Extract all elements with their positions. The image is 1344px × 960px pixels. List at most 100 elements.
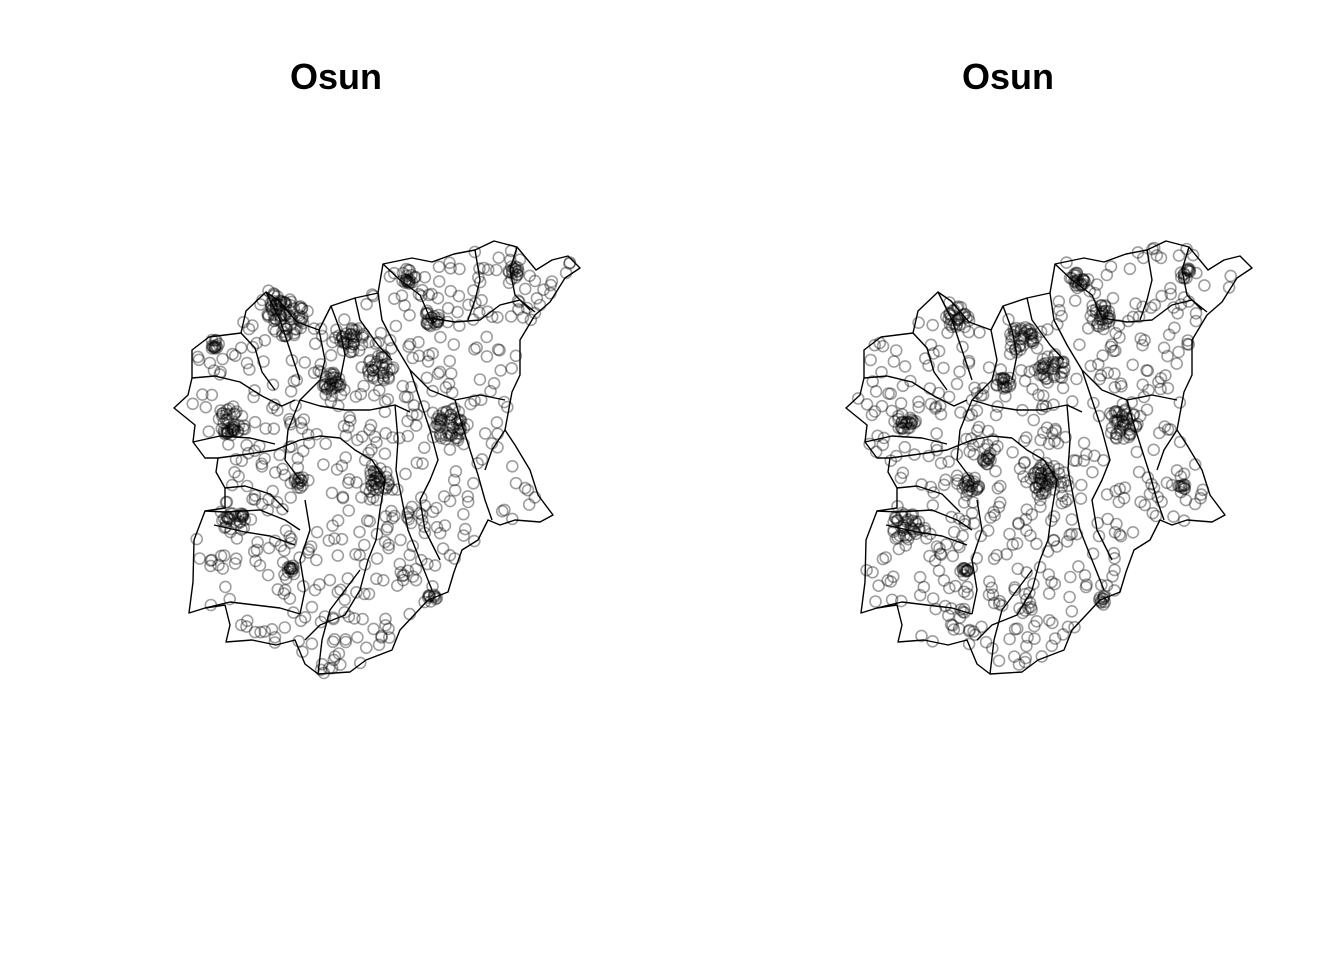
survey-point — [327, 366, 340, 380]
survey-point — [296, 579, 310, 593]
survey-point — [376, 573, 390, 587]
survey-point — [207, 364, 221, 377]
survey-point — [930, 427, 943, 440]
survey-point — [340, 327, 353, 340]
survey-point — [1097, 453, 1110, 467]
survey-point — [885, 404, 899, 418]
survey-point — [242, 322, 256, 336]
survey-point — [343, 345, 357, 359]
survey-point — [382, 372, 396, 385]
survey-point — [228, 465, 241, 479]
survey-point — [887, 570, 900, 584]
survey-point — [283, 561, 297, 575]
survey-point — [1120, 411, 1133, 425]
survey-point — [262, 492, 275, 506]
survey-point — [355, 338, 369, 352]
survey-point — [1180, 271, 1193, 285]
survey-point — [389, 319, 403, 333]
survey-point — [220, 426, 234, 440]
survey-point — [923, 527, 937, 541]
survey-point — [334, 388, 348, 402]
survey-point — [917, 580, 931, 594]
survey-point — [957, 602, 971, 616]
survey-point — [400, 273, 413, 286]
survey-point — [470, 341, 483, 355]
lga-boundary — [354, 297, 393, 361]
survey-point — [346, 344, 360, 358]
survey-point — [225, 428, 238, 442]
survey-point — [301, 473, 315, 487]
survey-point — [409, 270, 422, 284]
survey-point — [1094, 595, 1108, 608]
survey-point — [1141, 364, 1155, 378]
survey-point — [297, 413, 311, 426]
survey-point — [1101, 312, 1115, 325]
survey-point — [365, 360, 378, 374]
survey-point — [1126, 525, 1140, 539]
survey-point — [240, 620, 253, 633]
survey-point — [905, 508, 918, 522]
survey-point — [1068, 294, 1082, 308]
survey-point — [890, 449, 903, 463]
survey-point — [1042, 467, 1056, 481]
survey-point — [950, 477, 964, 490]
survey-point — [226, 400, 240, 413]
survey-point — [339, 635, 353, 649]
survey-point — [273, 448, 286, 462]
survey-point — [266, 303, 280, 317]
survey-point — [1115, 410, 1129, 424]
survey-point — [989, 464, 1002, 478]
survey-point — [960, 564, 974, 578]
survey-point — [266, 294, 280, 308]
survey-point — [209, 338, 223, 352]
survey-point — [237, 419, 251, 432]
lga-boundary — [454, 399, 493, 521]
survey-point — [412, 287, 426, 301]
survey-point — [957, 568, 971, 582]
survey-point — [965, 408, 979, 421]
survey-point — [462, 298, 475, 312]
survey-point — [985, 641, 999, 655]
survey-point — [950, 301, 964, 315]
survey-point — [427, 589, 441, 603]
survey-point — [276, 502, 289, 516]
survey-point — [248, 444, 261, 458]
survey-point — [247, 545, 261, 558]
survey-point — [403, 276, 417, 290]
survey-point — [403, 273, 416, 287]
survey-point — [405, 276, 419, 289]
survey-point — [415, 514, 429, 527]
survey-point — [452, 414, 466, 428]
survey-point — [1194, 488, 1208, 501]
survey-point — [466, 313, 480, 326]
survey-point — [1047, 533, 1061, 547]
survey-point — [285, 440, 298, 453]
survey-point — [412, 349, 426, 363]
survey-point — [224, 507, 237, 520]
survey-point — [324, 395, 338, 409]
survey-point — [457, 421, 471, 435]
survey-point — [340, 332, 354, 346]
survey-point — [409, 573, 423, 587]
survey-point — [1036, 362, 1050, 376]
survey-point — [986, 588, 1000, 602]
survey-point — [230, 532, 244, 545]
survey-point — [1070, 267, 1084, 280]
survey-point — [434, 431, 448, 445]
survey-point — [965, 561, 979, 575]
survey-point — [1189, 306, 1203, 320]
survey-point — [1103, 309, 1117, 323]
survey-point — [1033, 480, 1046, 493]
survey-point — [1123, 428, 1137, 442]
survey-point — [221, 511, 234, 524]
survey-point — [220, 403, 234, 417]
survey-point — [336, 343, 350, 357]
survey-point — [267, 287, 281, 300]
survey-point — [937, 478, 951, 492]
survey-point — [414, 553, 428, 567]
survey-point — [222, 438, 235, 451]
survey-point — [313, 578, 326, 591]
survey-point — [277, 544, 291, 557]
survey-point — [988, 508, 1002, 522]
survey-point — [872, 579, 885, 593]
